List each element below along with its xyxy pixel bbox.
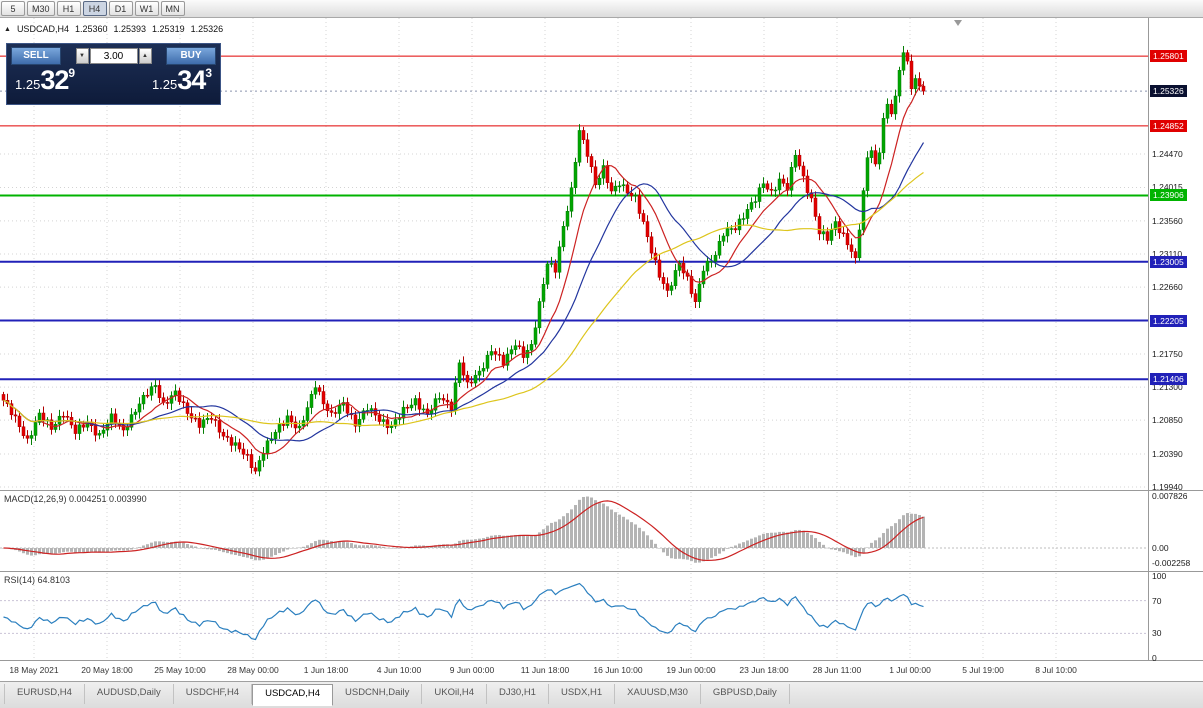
buy-button[interactable]: BUY bbox=[166, 47, 216, 65]
chart-tab-xauusd-m30[interactable]: XAUUSD,M30 bbox=[615, 684, 701, 704]
rsi-line bbox=[3, 582, 924, 641]
timeframe-button-h1[interactable]: H1 bbox=[56, 1, 81, 16]
price-axis-label: 1.20850 bbox=[1152, 415, 1183, 426]
time-axis-label: 18 May 2021 bbox=[9, 665, 59, 675]
price-axis-label: 1.22660 bbox=[1152, 282, 1183, 293]
price-axis-label: 1.21750 bbox=[1152, 348, 1183, 359]
timeframe-button-d1[interactable]: D1 bbox=[108, 1, 133, 16]
ohlc-open: 1.25360 bbox=[74, 24, 108, 34]
chart-tab-usdcnh-daily[interactable]: USDCNH,Daily bbox=[333, 684, 423, 704]
symbol-period-label: USDCAD,H4 bbox=[16, 24, 69, 34]
timeframe-button-w1[interactable]: W1 bbox=[134, 1, 159, 16]
time-axis-label: 9 Jun 00:00 bbox=[449, 665, 495, 675]
price-axis-label: 1.23110 bbox=[1152, 249, 1183, 259]
chart-tab-usdcad-h4[interactable]: USDCAD,H4 bbox=[252, 684, 333, 706]
macd-axis-label: 0.00 bbox=[1152, 543, 1169, 553]
time-axis-label: 4 Jun 10:00 bbox=[376, 665, 422, 675]
price-axis[interactable]: 1.24470 1.24015 1.23560 1.23110 1.22660 1.217… bbox=[1150, 0, 1203, 680]
lot-size-control: ▼ ▲ bbox=[65, 48, 162, 64]
macd-signal-line bbox=[3, 500, 924, 562]
rsi-axis-label: 100 bbox=[1152, 571, 1167, 581]
chart-tab-dj30-h1[interactable]: DJ30,H1 bbox=[487, 684, 549, 704]
sell-button[interactable]: SELL bbox=[11, 47, 61, 65]
lot-decrease-button[interactable]: ▼ bbox=[75, 48, 89, 64]
rsi-axis-label: 70 bbox=[1152, 595, 1162, 606]
bid-price-label: 1.25326 bbox=[1150, 85, 1187, 98]
sell-price-prefix: 1.25 bbox=[15, 77, 41, 92]
level-price-label: 1.23005 bbox=[1150, 255, 1187, 268]
level-price-label: 1.21406 bbox=[1150, 373, 1187, 386]
spin-down-icon: ▼ bbox=[79, 53, 85, 59]
level-price-label: 1.22205 bbox=[1150, 314, 1187, 327]
ohlc-high: 1.25393 bbox=[113, 24, 147, 34]
quote-header: ▲ USDCAD,H4 1.25360 1.25393 1.25319 1.25… bbox=[4, 24, 223, 34]
buy-price-display[interactable]: 1.25 34 3 bbox=[148, 67, 216, 94]
chart-tab-eurusd-h4[interactable]: EURUSD,H4 bbox=[4, 684, 85, 704]
timeframe-button-m30[interactable]: M30 bbox=[27, 1, 55, 16]
time-axis-label: 25 May 10:00 bbox=[154, 665, 206, 675]
time-axis-label: 23 Jun 18:00 bbox=[739, 665, 789, 675]
collapse-panel-icon[interactable]: ▲ bbox=[4, 25, 11, 33]
price-axis-label: 1.24015 bbox=[1152, 182, 1183, 193]
timeframe-button-h4[interactable]: H4 bbox=[82, 1, 107, 16]
timeframe-toolbar: 5 M30 H1 H4 D1 W1 MN bbox=[0, 0, 1203, 18]
ohlc-close: 1.25326 bbox=[190, 24, 224, 34]
price-axis-label: 1.19940 bbox=[1152, 482, 1183, 493]
chart-tabs-bar: EURUSD,H4 AUDUSD,Daily USDCHF,H4 USDCAD,H4 U… bbox=[0, 681, 1203, 708]
macd-indicator-label: MACD(12,26,9) 0.004251 0.003990 bbox=[4, 494, 147, 504]
time-axis-label: 1 Jun 18:00 bbox=[303, 665, 349, 675]
price-axis-label: 1.24470 bbox=[1152, 149, 1183, 159]
time-axis-label: 11 Jun 18:00 bbox=[520, 665, 570, 675]
chart-tab-usdchf-h4[interactable]: USDCHF,H4 bbox=[174, 684, 253, 704]
spin-up-icon: ▲ bbox=[142, 53, 148, 59]
sell-price-sup: 9 bbox=[68, 66, 76, 80]
macd-panel bbox=[0, 496, 1148, 563]
ohlc-low: 1.25319 bbox=[152, 24, 185, 34]
rsi-panel bbox=[0, 582, 1148, 641]
timeframe-button-mn[interactable]: MN bbox=[160, 1, 185, 16]
level-price-label: 1.25801 bbox=[1150, 50, 1187, 63]
level-price-label: 1.24852 bbox=[1150, 119, 1187, 132]
time-axis-label: 19 Jun 00:00 bbox=[666, 665, 716, 675]
chart-tab-usdx-h1[interactable]: USDX,H1 bbox=[549, 684, 616, 704]
chart-tab-gbpusd-daily[interactable]: GBPUSD,Daily bbox=[701, 684, 790, 704]
chart-tab-audusd-daily[interactable]: AUDUSD,Daily bbox=[85, 684, 174, 704]
price-axis-label: 1.21300 bbox=[1152, 382, 1183, 393]
time-axis-label: 20 May 18:00 bbox=[81, 665, 133, 675]
price-axis-label: 1.23560 bbox=[1152, 215, 1183, 226]
time-axis-label: 1 Jul 00:00 bbox=[889, 665, 931, 675]
rsi-indicator-label: RSI(14) 64.8103 bbox=[4, 575, 71, 585]
level-price-label: 1.23906 bbox=[1150, 189, 1187, 202]
rsi-axis-label: 0 bbox=[1152, 653, 1157, 663]
lot-increase-button[interactable]: ▲ bbox=[138, 48, 152, 64]
timeframe-button-5[interactable]: 5 bbox=[1, 1, 25, 16]
time-axis[interactable]: 18 May 2021 20 May 18:00 25 May 10:00 28 Ma… bbox=[0, 661, 1148, 681]
sell-price-display[interactable]: 1.25 32 9 bbox=[11, 67, 79, 94]
buy-price-big: 34 bbox=[177, 65, 206, 95]
buy-price-sup: 3 bbox=[205, 66, 212, 80]
time-axis-label: 8 Jul 10:00 bbox=[1035, 665, 1077, 675]
time-axis-label: 28 Jun 11:00 bbox=[812, 665, 862, 675]
lot-size-input[interactable] bbox=[89, 48, 138, 64]
macd-axis-label: -0.002258 bbox=[1152, 558, 1191, 568]
sell-price-big: 32 bbox=[40, 65, 69, 95]
buy-price-prefix: 1.25 bbox=[151, 77, 178, 92]
time-axis-label: 28 May 00:00 bbox=[227, 665, 279, 675]
time-axis-label: 5 Jul 19:00 bbox=[962, 665, 1004, 675]
rsi-axis-label: 30 bbox=[1152, 628, 1162, 639]
chart-tab-ukoil-h4[interactable]: UKOil,H4 bbox=[422, 684, 487, 704]
time-axis-label: 16 Jun 10:00 bbox=[593, 665, 643, 675]
price-axis-label: 1.20390 bbox=[1152, 448, 1183, 459]
macd-axis-label: 0.007826 bbox=[1152, 491, 1188, 501]
